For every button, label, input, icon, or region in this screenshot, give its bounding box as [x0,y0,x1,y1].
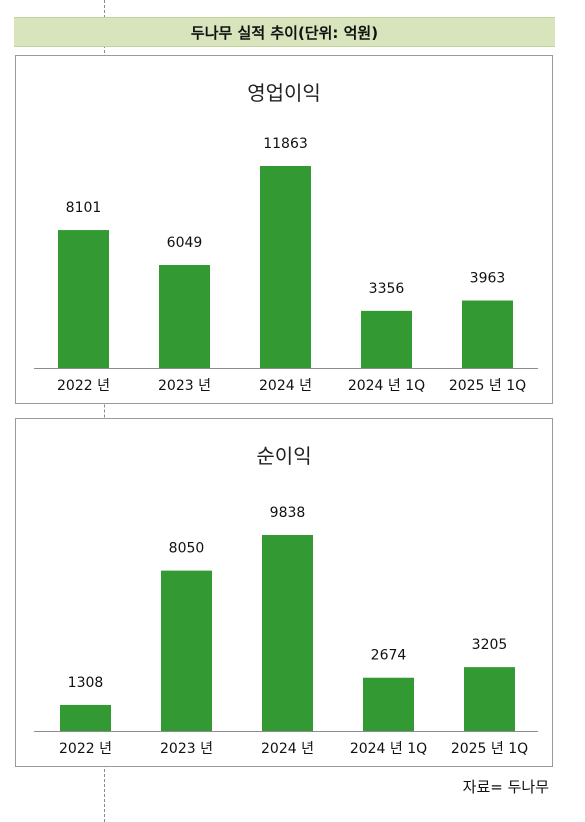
chart-title: 영업이익 [247,81,321,105]
data-label: 9838 [270,505,306,521]
bar [260,166,311,368]
bar [161,570,212,731]
data-label: 11863 [263,136,308,152]
bar [464,667,515,731]
bar [363,677,414,731]
figure-title-text: 두나무 실적 추이(단위: 억원) [190,23,379,42]
x-tick-label: 2024 년 [259,378,312,394]
data-label: 6049 [167,235,203,251]
x-tick-label: 2022 년 [59,741,112,757]
bar [462,300,513,368]
net-profit-chart: 순이익 1308 2022 년 8050 2023 년 9838 2024 년 2674 20… [15,418,553,767]
net-profit-chart-svg: 순이익 1308 2022 년 8050 2023 년 9838 2024 년 2674 20… [34,444,538,757]
bar [60,704,111,731]
data-label: 3205 [472,637,508,653]
operating-profit-chart-svg: 영업이익 8101 2022 년 6049 2023 년 11863 2024 년 3356… [34,81,538,394]
bar [262,535,313,731]
x-tick-label: 2022 년 [57,378,110,394]
x-tick-label: 2025 년 1Q [451,741,528,757]
chart-title: 순이익 [256,444,311,468]
bar [159,264,210,368]
data-label: 8050 [169,541,205,557]
operating-profit-chart: 영업이익 8101 2022 년 6049 2023 년 11863 2024 년 3356… [15,55,553,404]
x-tick-label: 2023 년 [160,741,213,757]
x-tick-label: 2023 년 [158,378,211,394]
data-label: 8101 [66,200,102,216]
source-note: 자료= 두나무 [462,778,549,796]
bar [58,230,109,368]
x-tick-label: 2024 년 1Q [350,741,427,757]
x-tick-label: 2024 년 1Q [348,378,425,394]
figure-title: 두나무 실적 추이(단위: 억원) [14,17,555,47]
bar [361,310,412,368]
x-tick-label: 2024 년 [261,741,314,757]
dashed-guide-line [104,0,105,822]
data-label: 3963 [470,271,506,287]
data-label: 2674 [371,648,407,664]
x-tick-label: 2025 년 1Q [449,378,526,394]
data-label: 3356 [369,281,405,297]
data-label: 1308 [68,675,104,691]
